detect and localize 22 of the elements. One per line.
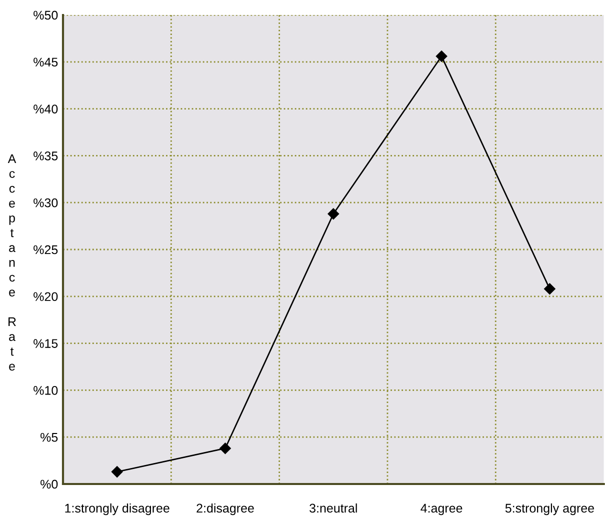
y-tick-label: %10 [34,386,58,395]
x-tick-label: 2:disagree [196,503,254,516]
y-tick-label: %5 [40,432,58,442]
y-tick-label: %0 [40,480,58,489]
x-tick-label: 5:strongly agree [505,503,594,516]
point [544,283,556,294]
x-tick-label: 3:neutral [310,503,357,513]
point [436,50,448,62]
point [220,442,231,454]
y-tick-label: %25 [34,245,58,254]
x-tick-label: 1:strongly disagree [65,503,170,516]
y-tick-label: %20 [34,292,58,302]
y-tick-label: %40 [34,104,58,114]
y-tick-label: %15 [34,339,58,348]
text: Acceptance Rate [8,154,16,371]
y-tick-label: %45 [34,58,58,67]
point [111,466,123,478]
y-tick-label: %30 [34,198,58,208]
x-tick-label: 4:agree [420,504,462,516]
y-tick-label: %35 [34,152,58,160]
point [328,208,339,220]
y-tick-label: %50 [34,10,58,20]
